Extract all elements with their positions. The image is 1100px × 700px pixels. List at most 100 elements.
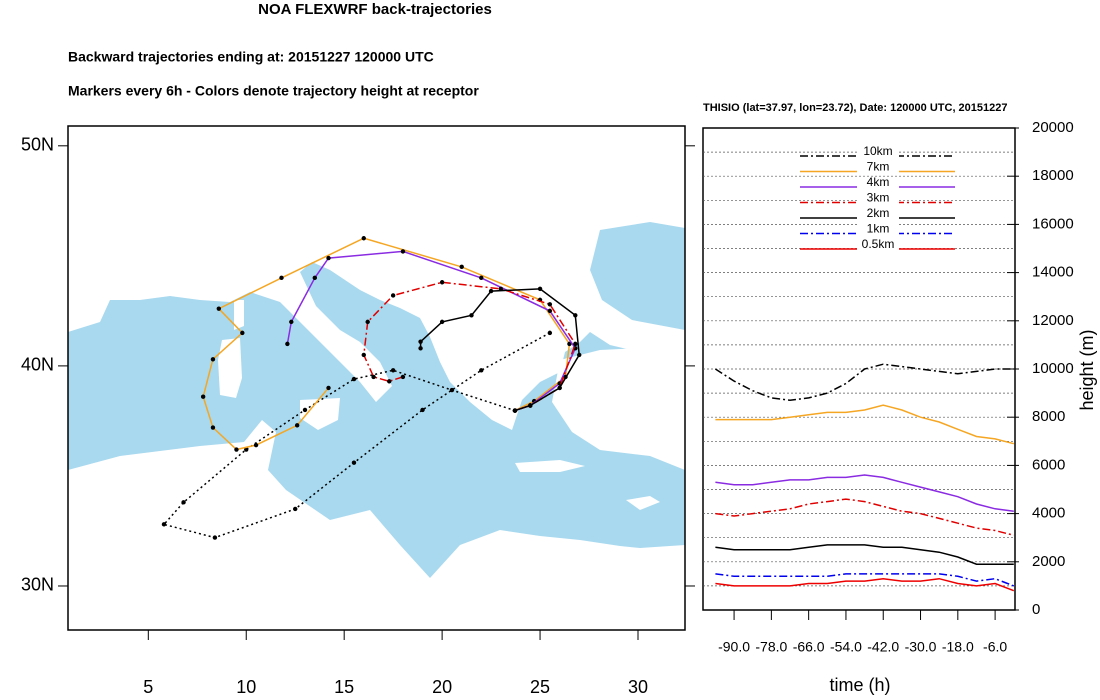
marker bbox=[326, 255, 331, 261]
legend-label: 3km bbox=[867, 191, 890, 205]
x-tick-label: 30 bbox=[628, 677, 648, 697]
marker bbox=[161, 522, 167, 527]
legend-label: 7km bbox=[867, 160, 890, 174]
marker bbox=[312, 275, 317, 281]
marker bbox=[285, 341, 290, 347]
marker bbox=[279, 275, 284, 281]
legend-text-bg bbox=[857, 192, 899, 205]
marker bbox=[200, 394, 206, 399]
marker bbox=[439, 319, 445, 325]
marker bbox=[488, 288, 494, 294]
height-line bbox=[714, 363, 1014, 402]
black-sea bbox=[590, 222, 685, 330]
marker bbox=[400, 374, 406, 380]
x-tick-label: -78.0 bbox=[755, 639, 787, 655]
marker bbox=[212, 535, 218, 540]
legend-label: 10km bbox=[863, 144, 892, 158]
marker bbox=[253, 442, 259, 448]
marker bbox=[240, 330, 245, 336]
height-line bbox=[715, 544, 1014, 565]
marker bbox=[479, 275, 484, 281]
legend-text-bg bbox=[857, 239, 899, 251]
marker bbox=[210, 357, 216, 362]
marker bbox=[439, 280, 445, 285]
marker bbox=[244, 447, 249, 452]
x-tick-label: -30.0 bbox=[905, 639, 937, 655]
height-line bbox=[715, 577, 1015, 592]
y-tick-label: 6000 bbox=[1032, 456, 1065, 473]
x-tick-label: -42.0 bbox=[867, 639, 899, 655]
marker bbox=[294, 423, 300, 428]
marker bbox=[371, 374, 376, 380]
legend-text-bg bbox=[857, 208, 899, 220]
marker bbox=[181, 500, 186, 505]
height-line bbox=[715, 404, 1014, 445]
marker bbox=[573, 313, 578, 318]
height-line bbox=[715, 498, 1014, 537]
marker bbox=[547, 302, 553, 307]
marker bbox=[547, 308, 553, 314]
crete bbox=[515, 460, 585, 472]
marker bbox=[537, 286, 543, 292]
y-tick-label: 50N bbox=[21, 135, 54, 155]
africa bbox=[68, 420, 685, 630]
marker bbox=[302, 407, 308, 413]
legend-text-bg bbox=[857, 223, 899, 236]
subtitle: Backward trajectories ending at: 2015122… bbox=[68, 49, 434, 65]
marker bbox=[390, 293, 396, 298]
marker bbox=[512, 408, 518, 413]
marker bbox=[459, 264, 464, 270]
y-tick-label: 0 bbox=[1032, 601, 1040, 618]
legend-label: 2km bbox=[867, 206, 890, 220]
x-tick-label: -90.0 bbox=[718, 639, 750, 655]
marker bbox=[387, 379, 392, 384]
x-tick-label: 25 bbox=[530, 677, 550, 697]
figure-title: NOA FLEXWRF back-trajectories bbox=[258, 1, 492, 18]
marker bbox=[573, 341, 578, 347]
y-tick-label: 2000 bbox=[1032, 553, 1065, 570]
marker bbox=[528, 403, 533, 408]
legend-text-bg bbox=[857, 177, 899, 189]
marker bbox=[326, 385, 331, 391]
x-tick-label: 15 bbox=[334, 677, 354, 697]
marker bbox=[289, 319, 294, 325]
x-tick-label: -54.0 bbox=[830, 639, 862, 655]
height-line bbox=[715, 474, 1014, 512]
legend-label: 1km bbox=[867, 222, 890, 236]
marker bbox=[361, 236, 366, 241]
legend-text-bg bbox=[857, 161, 899, 174]
legend-label: 4km bbox=[867, 175, 890, 189]
note: Markers every 6h - Colors denote traject… bbox=[68, 83, 479, 99]
marker bbox=[557, 385, 562, 391]
marker bbox=[234, 447, 239, 452]
land bbox=[68, 126, 685, 630]
marker bbox=[293, 506, 298, 512]
marker bbox=[365, 319, 370, 325]
y-tick-label: 30N bbox=[21, 575, 54, 595]
marker bbox=[547, 330, 553, 336]
x-tick-label: 10 bbox=[236, 677, 256, 697]
marker bbox=[418, 346, 423, 351]
sardinia bbox=[218, 338, 242, 398]
legend-text-bg bbox=[857, 146, 899, 158]
marker bbox=[479, 368, 484, 373]
marker bbox=[577, 352, 582, 358]
marker bbox=[210, 425, 216, 430]
marker bbox=[351, 460, 357, 465]
y-tick-label: 12000 bbox=[1032, 312, 1074, 329]
marker bbox=[449, 387, 455, 393]
y-tick-label: 8000 bbox=[1032, 408, 1065, 425]
height-line bbox=[715, 573, 1015, 587]
map bbox=[67, 125, 686, 631]
x-tick-label: 20 bbox=[432, 677, 452, 697]
turkey bbox=[552, 335, 685, 470]
europe bbox=[68, 126, 685, 430]
trajectory bbox=[162, 332, 551, 539]
cyprus bbox=[626, 496, 660, 510]
y-tick-label: 4000 bbox=[1032, 505, 1065, 522]
y-tick-label: 20000 bbox=[1032, 119, 1074, 136]
marker bbox=[361, 352, 366, 358]
marker bbox=[390, 368, 396, 373]
